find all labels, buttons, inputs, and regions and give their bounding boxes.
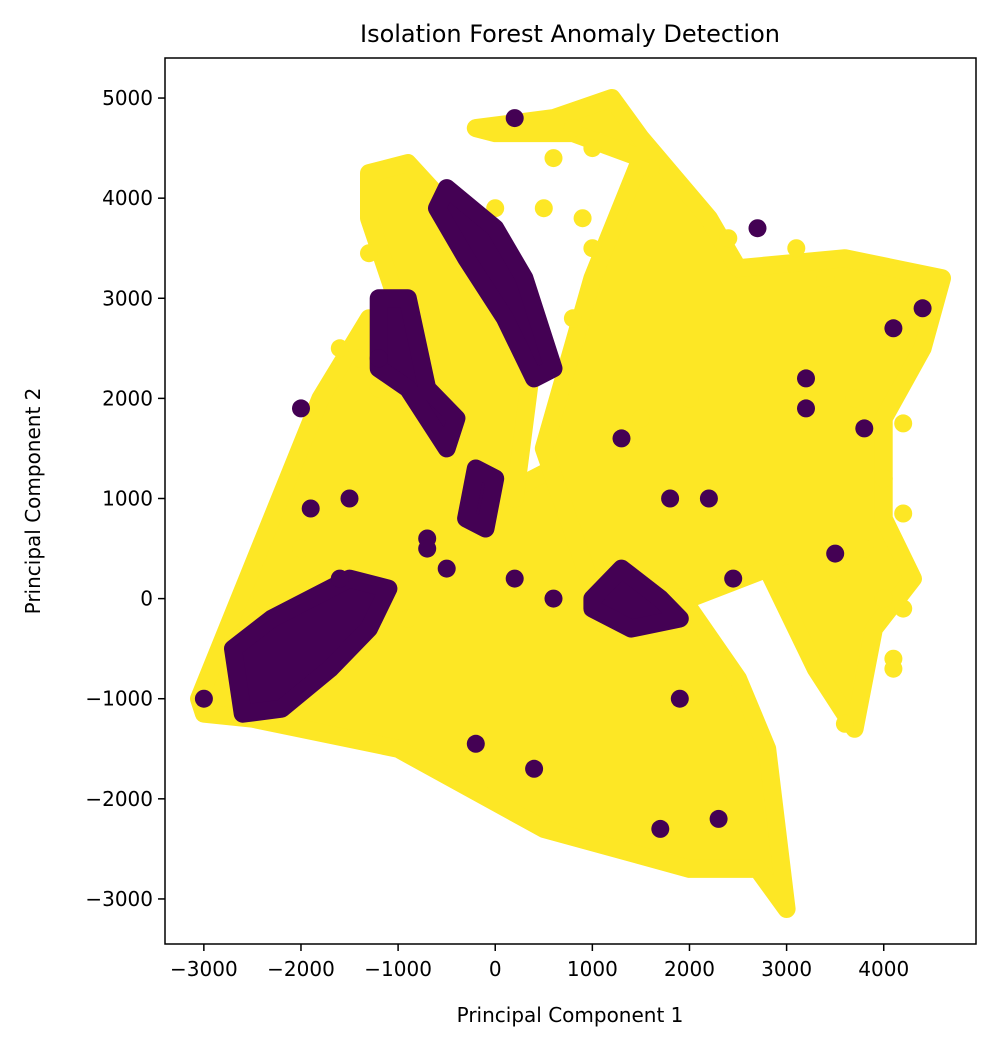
anomaly-point xyxy=(194,689,213,708)
y-tick-label: 3000 xyxy=(102,286,153,310)
normal-point xyxy=(641,159,660,178)
anomaly-point xyxy=(651,819,670,838)
anomaly-point-cluster xyxy=(369,289,466,458)
normal-point xyxy=(573,209,592,228)
normal-point xyxy=(777,564,796,583)
anomaly-point xyxy=(699,489,718,508)
normal-point xyxy=(631,409,650,428)
normal-point xyxy=(874,469,893,488)
x-axis: −3000 −2000 −1000 0 1000 2000 3000 4000 xyxy=(170,944,909,981)
anomaly-point xyxy=(748,219,767,238)
anomaly-point xyxy=(525,759,544,778)
x-tick-label: −2000 xyxy=(267,957,335,981)
x-axis-label: Principal Component 1 xyxy=(457,1003,684,1027)
x-tick-label: −1000 xyxy=(364,957,432,981)
plot-frame xyxy=(164,57,977,945)
normal-point xyxy=(398,609,417,628)
normal-point xyxy=(534,199,553,218)
y-tick-label: 2000 xyxy=(102,386,153,410)
normal-point xyxy=(826,559,845,578)
normal-point xyxy=(816,269,835,288)
anomaly-point xyxy=(709,809,728,828)
chart-title: Isolation Forest Anomaly Detection xyxy=(360,20,780,48)
normal-point xyxy=(845,389,864,408)
anomaly-point-cluster xyxy=(583,559,689,638)
normal-point-cluster xyxy=(360,154,544,508)
normal-point xyxy=(894,414,913,433)
anomaly-point xyxy=(418,539,437,558)
normal-point xyxy=(787,239,806,258)
x-tick-label: −3000 xyxy=(170,957,238,981)
normal-point xyxy=(680,389,699,408)
x-tick-label: 4000 xyxy=(858,957,909,981)
normal-point xyxy=(544,149,563,168)
anomaly-point xyxy=(340,489,359,508)
normal-point xyxy=(563,119,582,138)
anomaly-point xyxy=(330,569,349,588)
y-axis: −3000 −2000 −1000 0 1000 2000 3000 4000 5000 xyxy=(85,86,165,911)
anomaly-point xyxy=(437,559,456,578)
anomaly-point xyxy=(797,399,815,418)
normal-point xyxy=(330,339,349,358)
anomaly-point xyxy=(855,419,874,438)
anomaly-point xyxy=(797,369,815,388)
anomaly-point xyxy=(612,429,631,448)
anomaly-point xyxy=(505,109,524,128)
normal-point xyxy=(835,714,854,733)
x-tick-label: 1000 xyxy=(567,957,618,981)
y-axis-label: Principal Component 2 xyxy=(21,388,45,615)
anomaly-point xyxy=(292,399,310,418)
y-tick-label: 1000 xyxy=(102,486,153,510)
y-tick-label: 0 xyxy=(140,587,153,611)
anomaly-point-cluster xyxy=(224,569,398,723)
x-tick-label: 3000 xyxy=(761,957,812,981)
normal-point-cluster xyxy=(466,89,951,738)
anomaly-point xyxy=(301,499,320,518)
normal-point xyxy=(486,199,505,218)
anomaly-point xyxy=(661,489,680,508)
anomaly-point xyxy=(884,319,903,338)
y-tick-label: 4000 xyxy=(102,186,153,210)
anomaly-point xyxy=(913,299,932,318)
normal-point xyxy=(360,244,378,263)
normal-point xyxy=(894,504,913,523)
normal-point xyxy=(563,309,582,328)
anomaly-point xyxy=(724,569,743,588)
normal-point xyxy=(894,599,913,618)
normal-point xyxy=(874,589,893,608)
y-tick-label: −1000 xyxy=(85,687,153,711)
normal-point xyxy=(583,139,602,158)
y-tick-label: −3000 xyxy=(85,887,153,911)
x-tick-label: 2000 xyxy=(664,957,715,981)
anomaly-point xyxy=(505,569,524,588)
anomaly-point xyxy=(544,589,563,608)
normal-point xyxy=(369,379,388,398)
anomaly-point xyxy=(670,689,689,708)
anomaly-point xyxy=(369,349,388,368)
y-tick-label: 5000 xyxy=(102,86,153,110)
normal-point xyxy=(253,589,272,608)
x-tick-label: 0 xyxy=(489,957,502,981)
normal-point xyxy=(855,539,874,558)
y-tick-label: −2000 xyxy=(85,787,153,811)
normal-point xyxy=(350,349,369,368)
normal-point xyxy=(719,229,738,248)
normal-point xyxy=(583,239,602,258)
anomaly-point xyxy=(466,734,485,753)
anomaly-point xyxy=(826,544,845,563)
anomaly-point-cluster xyxy=(457,459,505,538)
anomaly-point-cluster xyxy=(428,179,563,388)
data-layer xyxy=(190,89,951,918)
normal-point xyxy=(292,539,310,558)
normal-point xyxy=(884,659,903,678)
